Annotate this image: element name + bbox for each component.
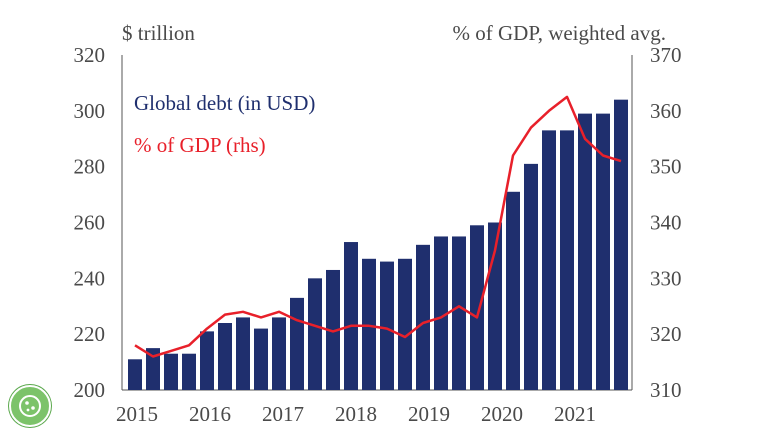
- left-axis-unit: $ trillion: [122, 21, 195, 45]
- x-tick-label: 2020: [481, 402, 523, 426]
- debt-bar: [596, 113, 610, 390]
- right-tick-labels: 310 320 330 340 350 360 370: [650, 43, 682, 402]
- debt-bar: [254, 328, 268, 390]
- debt-bar: [182, 353, 196, 390]
- x-tick-label: 2019: [408, 402, 450, 426]
- left-tick-label: 300: [74, 99, 106, 123]
- debt-bar: [308, 278, 322, 390]
- debt-bar: [506, 191, 520, 390]
- debt-bar: [542, 130, 556, 390]
- left-tick-label: 280: [74, 155, 106, 179]
- debt-bar: [200, 331, 214, 390]
- x-tick-label: 2018: [335, 402, 377, 426]
- debt-bar: [398, 258, 412, 390]
- debt-bar: [164, 353, 178, 390]
- x-tick-label: 2016: [189, 402, 231, 426]
- right-tick-label: 350: [650, 155, 682, 179]
- left-tick-label: 320: [74, 43, 106, 67]
- debt-bar: [560, 130, 574, 390]
- right-tick-label: 360: [650, 99, 682, 123]
- left-tick-label: 200: [74, 378, 106, 402]
- right-axis-unit: % of GDP, weighted avg.: [453, 21, 666, 45]
- legend-gdp: % of GDP (rhs): [134, 133, 266, 157]
- left-tick-labels: 200 220 240 260 280 300 320: [74, 43, 106, 402]
- x-tick-label: 2021: [554, 402, 596, 426]
- legend-global-debt: Global debt (in USD): [134, 91, 315, 115]
- left-tick-label: 240: [74, 266, 106, 290]
- x-tick-label: 2017: [262, 402, 304, 426]
- debt-bar: [290, 297, 304, 390]
- right-tick-label: 330: [650, 266, 682, 290]
- debt-bar: [434, 236, 448, 390]
- right-tick-label: 340: [650, 211, 682, 235]
- debt-bar: [614, 99, 628, 391]
- left-tick-label: 260: [74, 211, 106, 235]
- right-tick-label: 370: [650, 43, 682, 67]
- x-tick-label: 2015: [116, 402, 158, 426]
- debt-bar: [470, 225, 484, 390]
- cookie-icon: [19, 395, 41, 417]
- debt-bar: [380, 261, 394, 390]
- right-tick-label: 320: [650, 322, 682, 346]
- debt-bar: [524, 163, 538, 390]
- right-tick-label: 310: [650, 378, 682, 402]
- debt-bar: [416, 244, 430, 390]
- debt-bars: [128, 99, 628, 391]
- debt-bar: [146, 348, 160, 390]
- debt-bar: [236, 317, 250, 390]
- gdp-line: [134, 95, 622, 358]
- x-tick-labels: 2015 2016 2017 2018 2019 2020 2021: [116, 402, 596, 426]
- debt-bar: [218, 323, 232, 390]
- debt-bar: [272, 317, 286, 390]
- debt-bar: [344, 242, 358, 390]
- debt-bar: [362, 258, 376, 390]
- left-tick-label: 220: [74, 322, 106, 346]
- debt-bar: [326, 269, 340, 390]
- debt-bar: [128, 359, 142, 390]
- debt-bar: [452, 236, 466, 390]
- debt-bar: [578, 113, 592, 390]
- cookie-settings-button[interactable]: [9, 385, 51, 427]
